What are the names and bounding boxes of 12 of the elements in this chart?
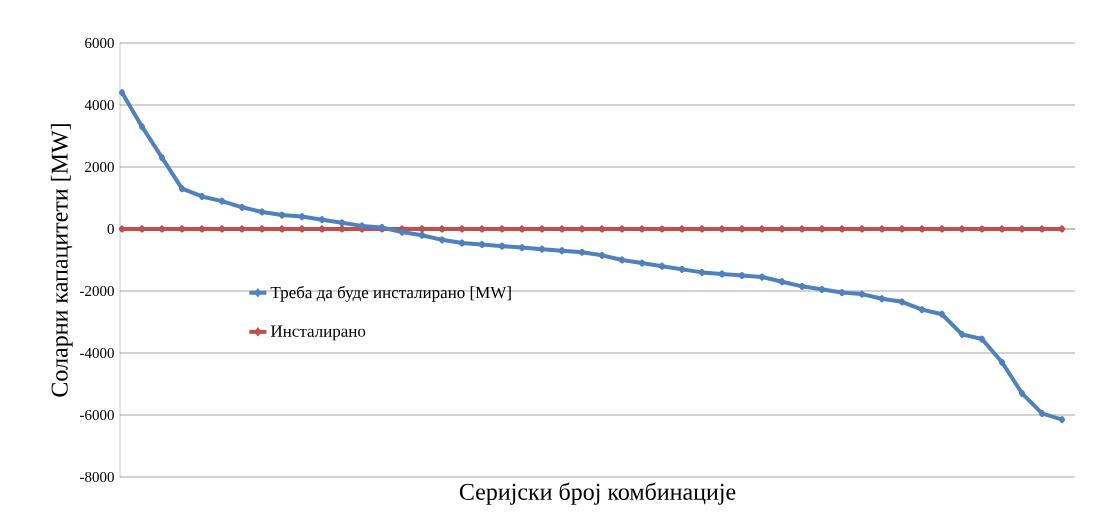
x-axis-title: Серијски број комбинације <box>459 482 736 505</box>
y-tick-label: -4000 <box>80 347 114 359</box>
y-tick-label: 4000 <box>84 99 114 111</box>
legend-label: Инсталирано <box>270 325 366 341</box>
y-tick-label: 6000 <box>85 37 114 49</box>
y-tick-label: 0 <box>107 223 114 235</box>
y-tick-label: -6000 <box>80 409 114 421</box>
y-tick-label: -2000 <box>80 285 114 297</box>
y-axis-title: Соларни капацитети [MW] <box>50 124 73 397</box>
y-tick-label: -8000 <box>80 471 114 483</box>
legend-label: Треба да буде инсталирано [MW] <box>270 285 511 302</box>
y-tick-label: 2000 <box>85 161 114 173</box>
